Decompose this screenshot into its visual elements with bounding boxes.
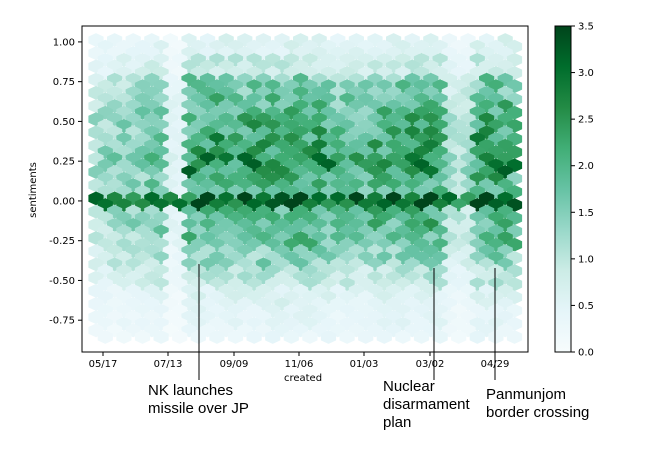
x-tick-label: 01/03: [350, 359, 379, 370]
colorbar-tick-label: 1.5: [578, 208, 594, 219]
x-tick-label: 03/02: [416, 359, 445, 370]
x-axis-label: created: [284, 373, 322, 384]
hexbin-cell: [153, 330, 169, 344]
colorbar-gradient: [554, 25, 572, 353]
y-axis-label: sentiments: [28, 162, 39, 218]
hexbin-cell: [190, 330, 206, 344]
hexbin-cell: [395, 330, 411, 344]
colorbar-tick-label: 1.0: [578, 254, 594, 265]
hexbin-cell: [116, 330, 132, 344]
colorbar-tick-label: 2.5: [578, 115, 594, 126]
hexbin-cells: [88, 33, 523, 344]
annotation-label: Panmunjom border crossing: [486, 386, 589, 421]
y-tick-label: 1.00: [53, 37, 75, 48]
hexbin-cell: [302, 330, 318, 344]
colorbar-tick-label: 2.0: [578, 161, 594, 172]
y-tick-label: 0.00: [53, 196, 75, 207]
y-tick-label: -0.50: [49, 276, 75, 287]
hexbin-cell: [320, 330, 337, 344]
plot-frame: [81, 25, 529, 353]
y-tick-label: 0.50: [53, 117, 75, 128]
hexbin-cell: [506, 330, 523, 344]
hexbin-cell: [488, 330, 504, 344]
hexbin-cell: [432, 330, 448, 344]
hexbin-cell: [413, 330, 430, 344]
x-axis: 05/17 07/13 09/09 11/06 01/03 03/02 04/29: [89, 352, 509, 370]
colorbar-tick-label: 3.0: [578, 68, 594, 79]
hexbin-cell: [283, 330, 299, 344]
colorbar-tick-label: 0.5: [578, 301, 594, 312]
y-tick-label: 0.25: [53, 157, 75, 168]
hexbin-cell: [376, 330, 392, 344]
y-tick-label: 0.75: [53, 77, 75, 88]
hexbin-cell: [172, 330, 188, 344]
y-axis: 1.00 0.75 0.50 0.25 0.00 -0.25 -0.50 -0.75: [49, 37, 82, 327]
plot-area: [81, 25, 529, 353]
colorbar-tick-label: 3.5: [578, 22, 594, 33]
y-tick-label: -0.25: [49, 236, 75, 247]
x-tick-label: 07/13: [154, 359, 183, 370]
hexbin-cell: [469, 330, 485, 344]
colorbar-tick-label: 0.0: [578, 348, 594, 359]
y-tick-label: -0.75: [49, 316, 75, 327]
colorbar: 0.0 0.5 1.0 1.5 2.0 2.5 3.0 3.5: [554, 22, 594, 359]
hexbin-cell: [451, 330, 467, 344]
x-tick-label: 05/17: [89, 359, 118, 370]
annotation-label: Nuclear disarmament plan: [383, 378, 471, 431]
hexbin-cell: [339, 330, 355, 344]
hexbin-cell: [209, 330, 225, 344]
x-tick-label: 09/09: [220, 359, 249, 370]
hexbin-cell: [246, 330, 262, 344]
hexbin-cell: [227, 330, 244, 344]
hexbin-cell: [97, 330, 113, 344]
annotation-label: NK launches missile over JP: [148, 382, 249, 417]
event-annotations: NK launches missile over JP Nuclear disarma…: [148, 264, 589, 431]
hexbin-cell: [358, 330, 374, 344]
hexbin-cell: [265, 330, 281, 344]
hexbin-cell: [134, 330, 151, 344]
x-tick-label: 11/06: [285, 359, 314, 370]
